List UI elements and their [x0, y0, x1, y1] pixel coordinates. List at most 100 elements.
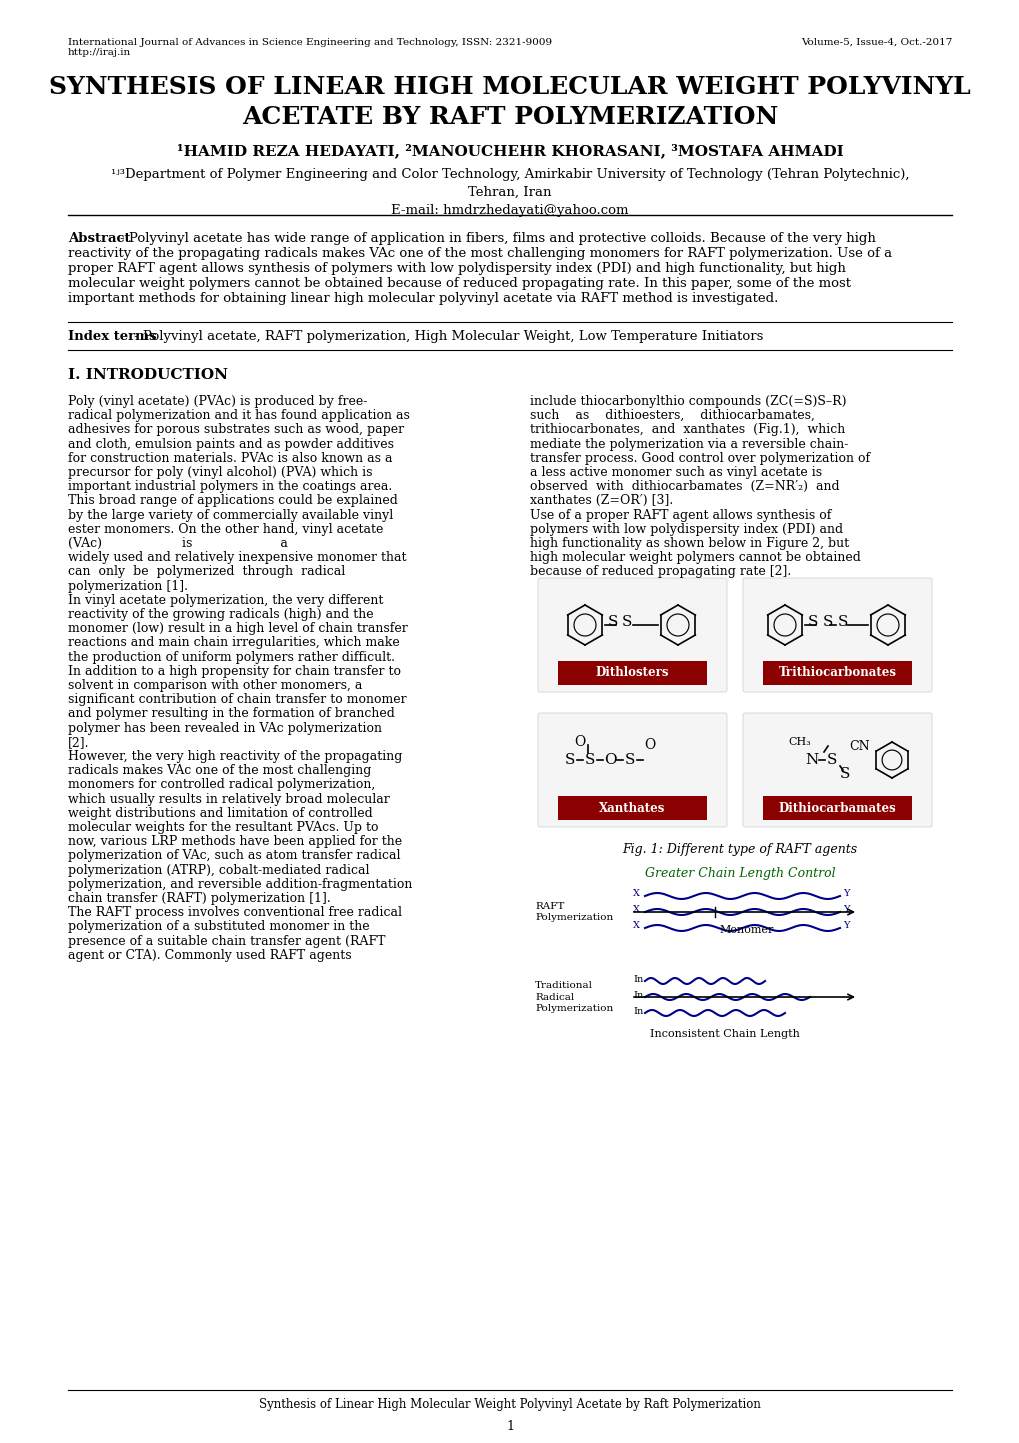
Text: presence of a suitable chain transfer agent (RAFT: presence of a suitable chain transfer ag…: [68, 935, 385, 948]
Text: mediate the polymerization via a reversible chain-: mediate the polymerization via a reversi…: [530, 437, 848, 450]
Text: International Journal of Advances in Science Engineering and Technology, ISSN: 2: International Journal of Advances in Sci…: [68, 38, 551, 58]
Text: such    as    dithioesters,    dithiocarbamates,: such as dithioesters, dithiocarbamates,: [530, 410, 814, 423]
Text: Inconsistent Chain Length: Inconsistent Chain Length: [649, 1029, 799, 1039]
Text: RAFT
Polymerization: RAFT Polymerization: [535, 902, 612, 922]
Bar: [762, 661, 911, 685]
Text: This broad range of applications could be explained: This broad range of applications could b…: [68, 495, 397, 508]
Text: weight distributions and limitation of controlled: weight distributions and limitation of c…: [68, 807, 372, 820]
Text: The RAFT process involves conventional free radical: The RAFT process involves conventional f…: [68, 906, 401, 919]
Text: radical polymerization and it has found application as: radical polymerization and it has found …: [68, 410, 410, 423]
FancyBboxPatch shape: [742, 579, 931, 693]
Text: significant contribution of chain transfer to monomer: significant contribution of chain transf…: [68, 693, 407, 706]
Text: and polymer resulting in the formation of branched: and polymer resulting in the formation o…: [68, 707, 394, 720]
Text: S: S: [565, 753, 575, 768]
FancyBboxPatch shape: [537, 713, 727, 827]
Text: adhesives for porous substrates such as wood, paper: adhesives for porous substrates such as …: [68, 423, 404, 436]
Text: Synthesis of Linear High Molecular Weight Polyvinyl Acetate by Raft Polymerizati: Synthesis of Linear High Molecular Weigh…: [259, 1398, 760, 1411]
Text: proper RAFT agent allows synthesis of polymers with low polydispersity index (PD: proper RAFT agent allows synthesis of po…: [68, 263, 845, 276]
Text: However, the very high reactivity of the propagating: However, the very high reactivity of the…: [68, 750, 401, 763]
FancyBboxPatch shape: [537, 579, 727, 693]
Text: S: S: [622, 615, 632, 629]
Text: now, various LRP methods have been applied for the: now, various LRP methods have been appli…: [68, 835, 401, 848]
Text: Dithiocarbamates: Dithiocarbamates: [777, 801, 896, 814]
Text: reactions and main chain irregularities, which make: reactions and main chain irregularities,…: [68, 636, 399, 649]
Text: Trithiocarbonates: Trithiocarbonates: [777, 667, 896, 680]
Text: polymerization (ATRP), cobalt-mediated radical: polymerization (ATRP), cobalt-mediated r…: [68, 863, 369, 876]
Text: molecular weights for the resultant PVAcs. Up to: molecular weights for the resultant PVAc…: [68, 821, 378, 834]
Text: X: X: [633, 889, 639, 899]
Text: ¹HAMID REZA HEDAYATI, ²MANOUCHEHR KHORASANI, ³MOSTAFA AHMADI: ¹HAMID REZA HEDAYATI, ²MANOUCHEHR KHORAS…: [176, 143, 843, 157]
Text: O: O: [603, 753, 615, 768]
Text: molecular weight polymers cannot be obtained because of reduced propagating rate: molecular weight polymers cannot be obta…: [68, 277, 850, 290]
Text: In: In: [633, 974, 643, 984]
Text: S: S: [822, 615, 833, 629]
Text: In vinyl acetate polymerization, the very different: In vinyl acetate polymerization, the ver…: [68, 595, 383, 608]
Text: high molecular weight polymers cannot be obtained: high molecular weight polymers cannot be…: [530, 551, 860, 564]
Text: Traditional
Radical
Polymerization: Traditional Radical Polymerization: [535, 981, 612, 1013]
Text: 1: 1: [505, 1420, 514, 1433]
Text: xanthates (Z=OR′) [3].: xanthates (Z=OR′) [3].: [530, 495, 673, 508]
Text: S: S: [584, 753, 595, 768]
Text: S: S: [625, 753, 635, 768]
Text: reactivity of the growing radicals (high) and the: reactivity of the growing radicals (high…: [68, 608, 373, 620]
Text: include thiocarbonylthio compounds (ZC(=S)S–R): include thiocarbonylthio compounds (ZC(=…: [530, 395, 846, 408]
Text: Y: Y: [842, 889, 849, 899]
Text: for construction materials. PVAc is also known as a: for construction materials. PVAc is also…: [68, 452, 392, 465]
Text: S: S: [826, 753, 837, 768]
Text: polymerization of VAc, such as atom transfer radical: polymerization of VAc, such as atom tran…: [68, 850, 400, 863]
Text: can  only  be  polymerized  through  radical: can only be polymerized through radical: [68, 566, 344, 579]
Text: Greater Chain Length Control: Greater Chain Length Control: [644, 867, 835, 880]
Text: important methods for obtaining linear high molecular polyvinyl acetate via RAFT: important methods for obtaining linear h…: [68, 291, 777, 304]
Text: S: S: [838, 615, 848, 629]
Text: high functionality as shown below in Figure 2, but: high functionality as shown below in Fig…: [530, 537, 848, 550]
Text: Xanthates: Xanthates: [599, 801, 665, 814]
Text: CH₃: CH₃: [788, 737, 810, 747]
Text: Abstract: Abstract: [68, 232, 130, 245]
Text: a less active monomer such as vinyl acetate is: a less active monomer such as vinyl acet…: [530, 466, 821, 479]
Text: and cloth, emulsion paints and as powder additives: and cloth, emulsion paints and as powder…: [68, 437, 393, 450]
Text: Poly (vinyl acetate) (PVAc) is produced by free-: Poly (vinyl acetate) (PVAc) is produced …: [68, 395, 367, 408]
Text: In: In: [633, 1007, 643, 1016]
Text: N: N: [805, 753, 818, 768]
Text: X: X: [633, 922, 639, 931]
Bar: [557, 661, 706, 685]
Text: polymerization, and reversible addition-fragmentation: polymerization, and reversible addition-…: [68, 877, 412, 890]
Text: Dithlosters: Dithlosters: [595, 667, 668, 680]
Text: S: S: [807, 615, 817, 629]
Text: Y: Y: [842, 922, 849, 931]
Text: transfer process. Good control over polymerization of: transfer process. Good control over poly…: [530, 452, 869, 465]
Text: polymerization of a substituted monomer in the: polymerization of a substituted monomer …: [68, 921, 369, 934]
Text: which usually results in relatively broad molecular: which usually results in relatively broa…: [68, 792, 389, 805]
Text: agent or CTA). Commonly used RAFT agents: agent or CTA). Commonly used RAFT agents: [68, 949, 352, 962]
Text: chain transfer (RAFT) polymerization [1].: chain transfer (RAFT) polymerization [1]…: [68, 892, 330, 905]
Text: radicals makes VAc one of the most challenging: radicals makes VAc one of the most chall…: [68, 765, 371, 778]
Text: solvent in comparison with other monomers, a: solvent in comparison with other monomer…: [68, 680, 362, 693]
Bar: [557, 797, 706, 820]
Text: Volume-5, Issue-4, Oct.-2017: Volume-5, Issue-4, Oct.-2017: [800, 38, 951, 48]
Text: O: O: [644, 737, 655, 752]
Text: because of reduced propagating rate [2].: because of reduced propagating rate [2].: [530, 566, 791, 579]
Text: X: X: [633, 906, 639, 915]
Text: polymerization [1].: polymerization [1].: [68, 580, 187, 593]
Text: monomer (low) result in a high level of chain transfer: monomer (low) result in a high level of …: [68, 622, 408, 635]
Text: important industrial polymers in the coatings area.: important industrial polymers in the coa…: [68, 481, 392, 494]
Text: observed  with  dithiocarbamates  (Z=NR′₂)  and: observed with dithiocarbamates (Z=NR′₂) …: [530, 481, 839, 494]
Text: Y: Y: [842, 906, 849, 915]
Text: In addition to a high propensity for chain transfer to: In addition to a high propensity for cha…: [68, 665, 400, 678]
Text: ¹ʲ³Department of Polymer Engineering and Color Technology, Amirkabir University : ¹ʲ³Department of Polymer Engineering and…: [111, 167, 908, 216]
Bar: [762, 797, 911, 820]
Text: [2].: [2].: [68, 736, 90, 749]
Text: ester monomers. On the other hand, vinyl acetate: ester monomers. On the other hand, vinyl…: [68, 522, 383, 535]
Text: polymers with low polydispersity index (PDI) and: polymers with low polydispersity index (…: [530, 522, 843, 535]
FancyBboxPatch shape: [742, 713, 931, 827]
Text: Fig. 1: Different type of RAFT agents: Fig. 1: Different type of RAFT agents: [622, 843, 857, 856]
Text: Use of a proper RAFT agent allows synthesis of: Use of a proper RAFT agent allows synthe…: [530, 508, 830, 521]
Text: by the large variety of commercially available vinyl: by the large variety of commercially ava…: [68, 508, 393, 521]
Text: SYNTHESIS OF LINEAR HIGH MOLECULAR WEIGHT POLYVINYL
ACETATE BY RAFT POLYMERIZATI: SYNTHESIS OF LINEAR HIGH MOLECULAR WEIGH…: [49, 75, 970, 128]
Text: Index terms: Index terms: [68, 330, 156, 343]
Text: In: In: [633, 990, 643, 1000]
Text: the production of uniform polymers rather difficult.: the production of uniform polymers rathe…: [68, 651, 394, 664]
Text: (VAc)                    is                      a: (VAc) is a: [68, 537, 287, 550]
Text: - Polyvinyl acetate, RAFT polymerization, High Molecular Weight, Low Temperature: - Polyvinyl acetate, RAFT polymerization…: [133, 330, 762, 343]
Text: I. INTRODUCTION: I. INTRODUCTION: [68, 368, 228, 382]
